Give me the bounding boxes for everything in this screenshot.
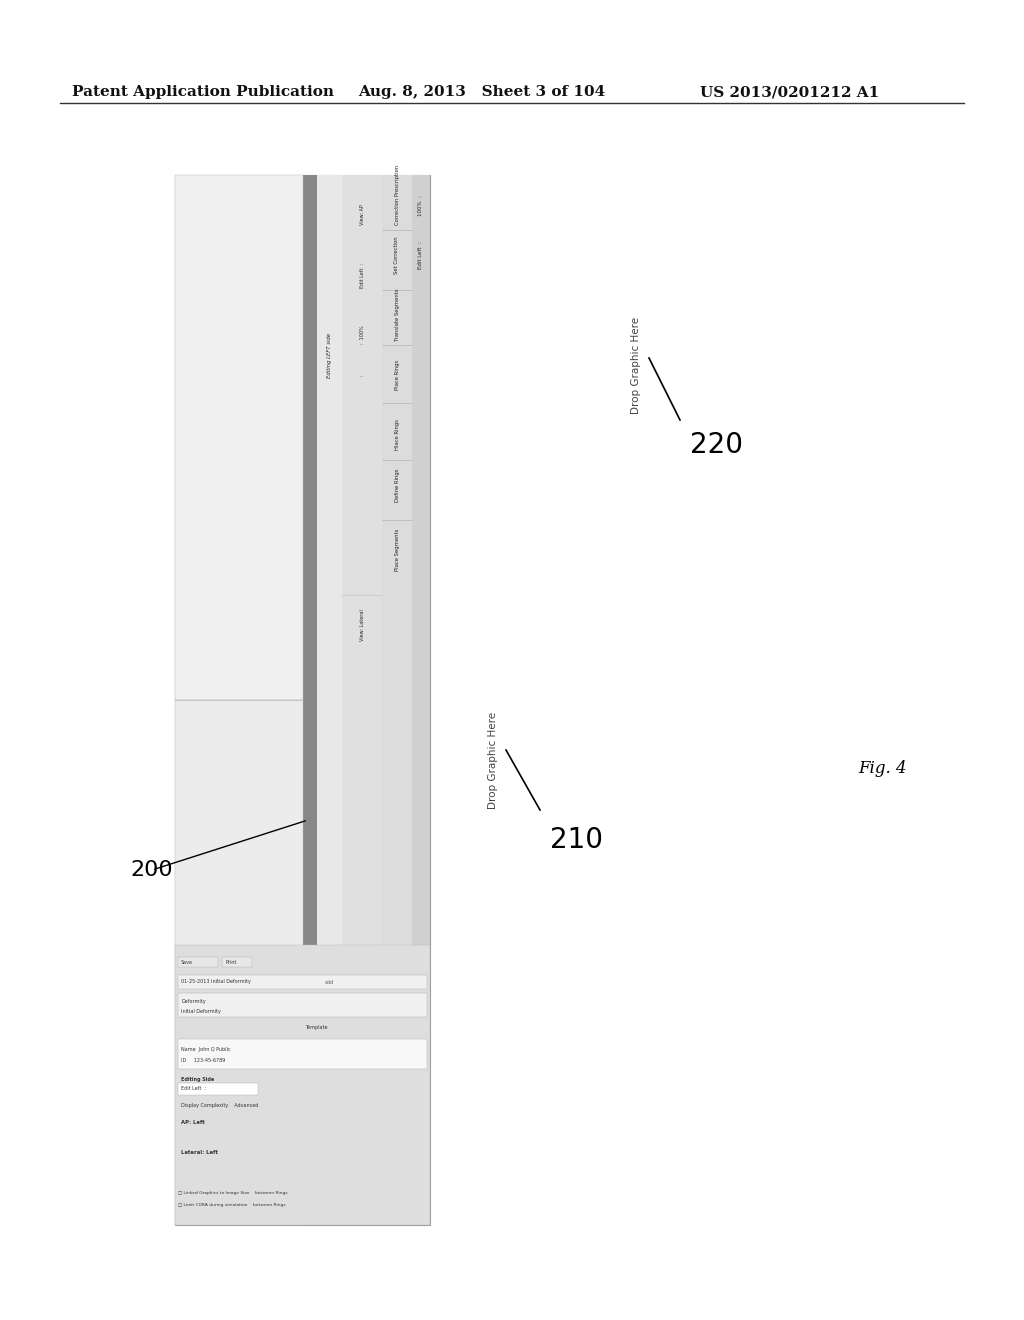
Bar [175, 945, 430, 1225]
Text: Edit Left  :: Edit Left : [181, 1086, 206, 1092]
Text: :: : [359, 374, 365, 376]
Text: Drop Graphic Here: Drop Graphic Here [631, 317, 641, 413]
Text: Place Segments: Place Segments [394, 529, 399, 572]
Text: Hlace Rings: Hlace Rings [394, 420, 399, 450]
Text: View: AP: View: AP [359, 205, 365, 226]
Bar [382, 176, 412, 1225]
Text: Display Complexity    Advanced: Display Complexity Advanced [181, 1102, 258, 1107]
Text: Fig. 4: Fig. 4 [858, 760, 906, 777]
Text: Translate Segments: Translate Segments [394, 289, 399, 342]
Text: Edit Left  :: Edit Left : [359, 263, 365, 288]
Text: Initial Deformity: Initial Deformity [181, 1010, 221, 1015]
Text: Template: Template [305, 1024, 328, 1030]
Bar [178, 1082, 258, 1096]
Bar [175, 700, 303, 1225]
Bar [175, 176, 303, 700]
Bar [303, 176, 317, 1225]
Bar [412, 176, 430, 1225]
Bar [222, 957, 252, 968]
Bar [178, 957, 218, 968]
Text: Set Correction: Set Correction [394, 236, 399, 273]
Text: 200: 200 [130, 861, 173, 880]
Text: Save: Save [181, 960, 193, 965]
Text: :  100%: : 100% [359, 326, 365, 345]
Text: Edit Left  :: Edit Left : [419, 242, 424, 269]
Text: Name  John Q Public: Name John Q Public [181, 1047, 230, 1052]
Text: 100%  :: 100% : [419, 194, 424, 215]
Bar [178, 993, 427, 1016]
Text: Deformity: Deformity [181, 998, 206, 1003]
Bar [178, 975, 427, 989]
Bar [342, 176, 382, 1225]
Text: 210: 210 [550, 826, 603, 854]
Text: US 2013/0201212 A1: US 2013/0201212 A1 [700, 84, 880, 99]
Text: Aug. 8, 2013   Sheet 3 of 104: Aug. 8, 2013 Sheet 3 of 104 [358, 84, 605, 99]
Text: Editing LEFT side: Editing LEFT side [327, 333, 332, 378]
Text: □ Limit CORA during simulation    between Rings: □ Limit CORA during simulation between R… [178, 1203, 286, 1206]
Text: add: add [325, 979, 334, 985]
Text: ID     123-45-6789: ID 123-45-6789 [181, 1059, 225, 1064]
Bar [175, 176, 430, 1225]
Text: View: Lateral: View: Lateral [359, 609, 365, 642]
Text: 220: 220 [690, 432, 743, 459]
Text: Print: Print [225, 960, 237, 965]
Text: Editing Side: Editing Side [181, 1077, 214, 1081]
Text: Define Rings: Define Rings [394, 469, 399, 502]
Text: □ Linked Graphics to Image Size    between Rings: □ Linked Graphics to Image Size between … [178, 1191, 288, 1195]
Text: 01-25-2013 Initial Deformity: 01-25-2013 Initial Deformity [181, 979, 251, 985]
Text: Lateral: Left: Lateral: Left [181, 1151, 218, 1155]
Text: Drop Graphic Here: Drop Graphic Here [488, 711, 498, 809]
Bar [178, 1039, 427, 1069]
Text: Patent Application Publication: Patent Application Publication [72, 84, 334, 99]
Text: Place Rings: Place Rings [394, 360, 399, 391]
Bar [317, 176, 342, 1225]
Text: AP: Left: AP: Left [181, 1121, 205, 1126]
Text: Correction Prescription: Correction Prescription [394, 165, 399, 226]
